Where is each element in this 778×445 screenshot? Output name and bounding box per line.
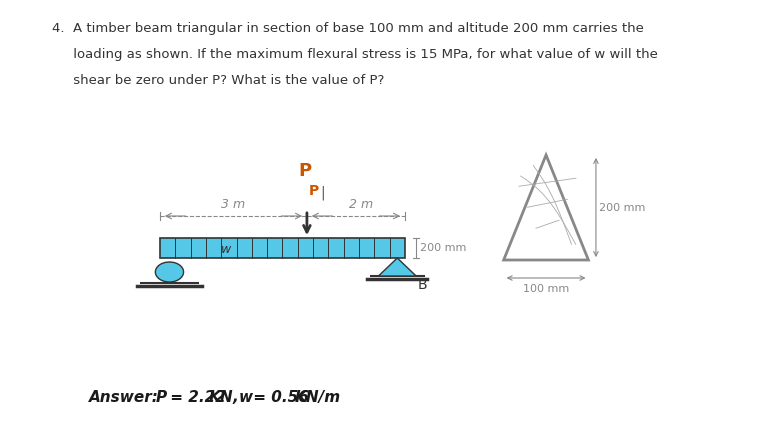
Text: w: w <box>238 390 252 405</box>
Text: = 2.22: = 2.22 <box>165 390 231 405</box>
Text: P: P <box>299 162 312 180</box>
Ellipse shape <box>156 262 184 282</box>
Text: = 0.56: = 0.56 <box>247 390 314 405</box>
Bar <box>160 238 405 258</box>
Text: 100 mm: 100 mm <box>523 284 569 294</box>
Text: KN/m: KN/m <box>295 390 341 405</box>
Text: |: | <box>320 186 324 200</box>
Text: 4.  A timber beam triangular in section of base 100 mm and altitude 200 mm carri: 4. A timber beam triangular in section o… <box>52 22 643 35</box>
Text: B: B <box>418 278 428 292</box>
Text: 200 mm: 200 mm <box>599 202 645 213</box>
Text: loading as shown. If the maximum flexural stress is 15 MPa, for what value of w : loading as shown. If the maximum flexura… <box>52 48 657 61</box>
Text: shear be zero under P? What is the value of P?: shear be zero under P? What is the value… <box>52 74 384 87</box>
Text: KN: KN <box>209 390 233 405</box>
Polygon shape <box>378 258 416 276</box>
Text: Answer:: Answer: <box>89 390 165 405</box>
Text: 2 m: 2 m <box>349 198 373 211</box>
Polygon shape <box>503 155 588 260</box>
Text: P: P <box>309 184 319 198</box>
Text: P: P <box>156 390 166 405</box>
Text: 200 mm: 200 mm <box>420 243 466 253</box>
Text: 3 m: 3 m <box>222 198 246 211</box>
Text: ,: , <box>233 390 238 405</box>
Text: w: w <box>221 243 231 255</box>
